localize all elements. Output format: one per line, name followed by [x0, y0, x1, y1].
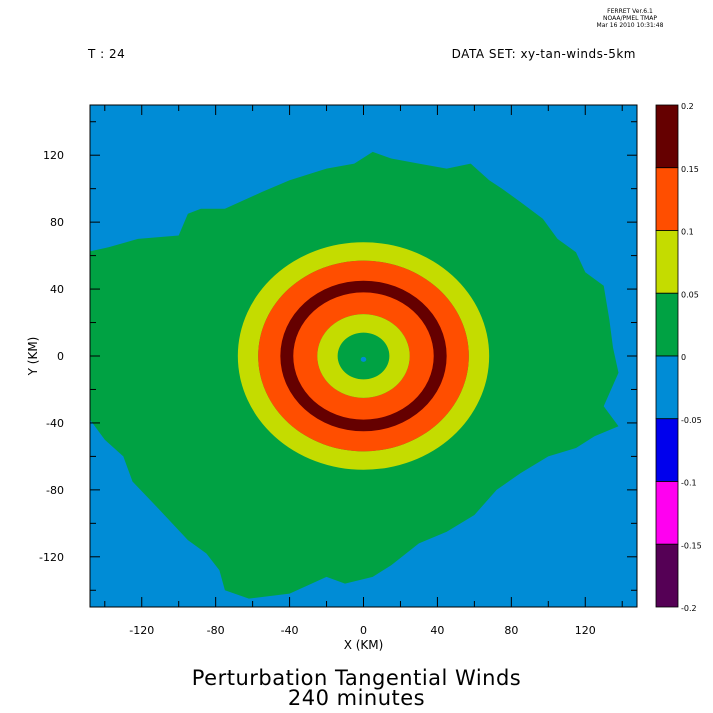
colorbar — [655, 104, 679, 608]
colorbar-label: -0.05 — [681, 416, 702, 425]
colorbar-swatch — [655, 230, 679, 294]
ferret-stamp: FERRET Ver.6.1 NOAA/PMEL TMAP Mar 16 201… — [560, 8, 700, 29]
x-tick-label: 0 — [360, 624, 367, 637]
y-tick-label: 0 — [57, 350, 64, 363]
ferret-org: NOAA/PMEL TMAP — [603, 15, 657, 22]
center-blue-spot — [360, 356, 367, 362]
x-tick-label: -120 — [129, 624, 154, 637]
colorbar-label: 0.1 — [681, 228, 694, 237]
axis-ticks — [90, 105, 637, 607]
x-tick-label: -80 — [207, 624, 225, 637]
plot-subtitle: 240 minutes — [287, 686, 426, 710]
green-region — [90, 151, 619, 599]
colorbar-swatch — [655, 543, 679, 608]
colorbar-label: -0.15 — [681, 541, 702, 550]
y-tick-label: -120 — [39, 551, 64, 564]
time-label: T : 24 — [88, 47, 126, 61]
y-tick-label: -80 — [46, 484, 64, 497]
plot-title: Perturbation Tangential Winds — [191, 666, 522, 690]
x-tick-label: 80 — [504, 624, 518, 637]
colorbar-label: -0.1 — [681, 479, 697, 488]
colorbar-swatch — [655, 355, 679, 420]
inner-yellow-ring — [317, 314, 410, 398]
colorbar-label: -0.2 — [681, 604, 697, 613]
x-tick-label: -40 — [281, 624, 299, 637]
dataset-label: DATA SET: xy-tan-winds-5km — [451, 47, 636, 61]
colorbar-swatch — [655, 292, 679, 357]
x-tick-label: 40 — [430, 624, 444, 637]
colorbar-swatch — [655, 481, 679, 545]
x-tick-label: 120 — [575, 624, 596, 637]
colorbar-labels: 0.2 0.15 0.1 0.05 0 -0.05 -0.1 -0.15 -0.2 — [681, 102, 702, 613]
colorbar-label: 0.05 — [681, 290, 699, 299]
colorbar-swatch — [655, 418, 679, 482]
ferret-version: FERRET Ver.6.1 — [607, 8, 653, 15]
y-axis-label: Y (KM) — [26, 337, 40, 377]
colorbar-label: 0.15 — [681, 165, 699, 174]
plot-area — [90, 105, 637, 607]
y-tick-label: 120 — [43, 149, 64, 162]
colorbar-label: 0 — [681, 353, 686, 362]
colorbar-swatch — [655, 167, 679, 231]
tick-labels: -120 -80 -40 0 40 80 120 -120 -80 -40 0 40 80 120 — [39, 149, 596, 637]
y-tick-label: 80 — [50, 216, 64, 229]
y-tick-label: -40 — [46, 417, 64, 430]
x-axis-label: X (KM) — [344, 638, 384, 652]
colorbar-swatch — [655, 104, 679, 169]
colorbar-label: 0.2 — [681, 102, 694, 111]
y-tick-label: 40 — [50, 283, 64, 296]
ferret-date: Mar 16 2010 10:31:48 — [596, 22, 664, 29]
